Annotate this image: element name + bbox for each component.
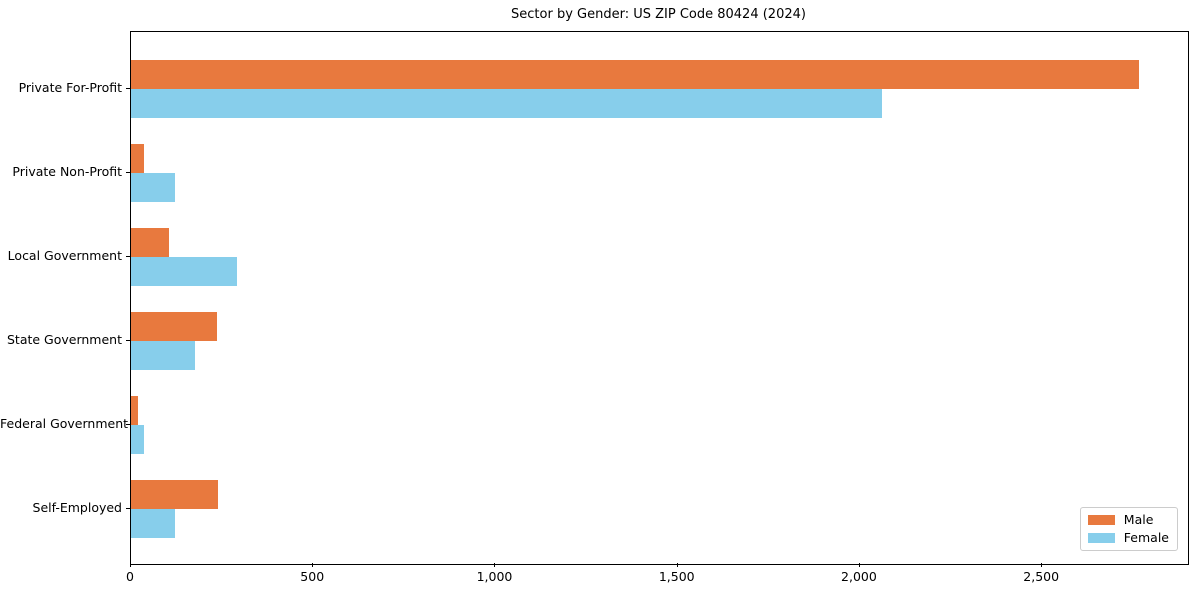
bar-female [131, 425, 144, 454]
x-tick-mark [494, 563, 496, 567]
bar-male [131, 60, 1139, 89]
category-label: Self-Employed [32, 500, 122, 515]
y-tick-mark [126, 172, 130, 173]
y-tick-mark [126, 508, 130, 509]
category-label: Private Non-Profit [12, 164, 122, 179]
legend-swatch-icon [1087, 533, 1115, 543]
bar-female [131, 89, 882, 118]
bar-male [131, 144, 144, 173]
x-tick-label: 0 [126, 569, 134, 584]
x-tick-mark [130, 563, 131, 567]
legend-label: Female [1123, 530, 1169, 545]
category-label: Federal Government [0, 416, 129, 431]
legend: Male Female [1079, 507, 1178, 551]
x-tick-mark [312, 563, 314, 567]
legend-entry: Male [1087, 512, 1169, 527]
legend-label: Male [1123, 512, 1154, 527]
category-label: Private For-Profit [18, 80, 122, 95]
legend-swatch-icon [1087, 515, 1115, 525]
y-tick-mark [126, 88, 130, 89]
bar-female [131, 509, 175, 538]
bar-female [131, 341, 195, 370]
bar-female [131, 173, 175, 202]
x-tick-label: 1,000 [476, 569, 513, 584]
chart-title: Sector by Gender: US ZIP Code 80424 (202… [511, 7, 806, 22]
x-tick-mark [676, 563, 678, 567]
bar-male [131, 312, 217, 341]
bar-male [131, 228, 170, 257]
bar-male [131, 396, 139, 425]
y-tick-mark [126, 340, 130, 341]
x-tick-mark [1041, 563, 1043, 567]
x-tick-mark [858, 563, 860, 567]
category-label: Local Government [7, 248, 122, 263]
x-tick-label: 1,500 [658, 569, 695, 584]
x-tick-label: 2,500 [1023, 569, 1060, 584]
bar-male [131, 480, 219, 509]
legend-entry: Female [1087, 530, 1169, 545]
y-tick-mark [126, 256, 130, 257]
plot-area: Male Female [130, 31, 1189, 565]
x-tick-label: 2,000 [841, 569, 877, 584]
category-label: State Government [6, 332, 122, 347]
bar-female [131, 257, 237, 286]
x-tick-label: 500 [300, 569, 325, 584]
y-tick-mark [126, 424, 130, 425]
